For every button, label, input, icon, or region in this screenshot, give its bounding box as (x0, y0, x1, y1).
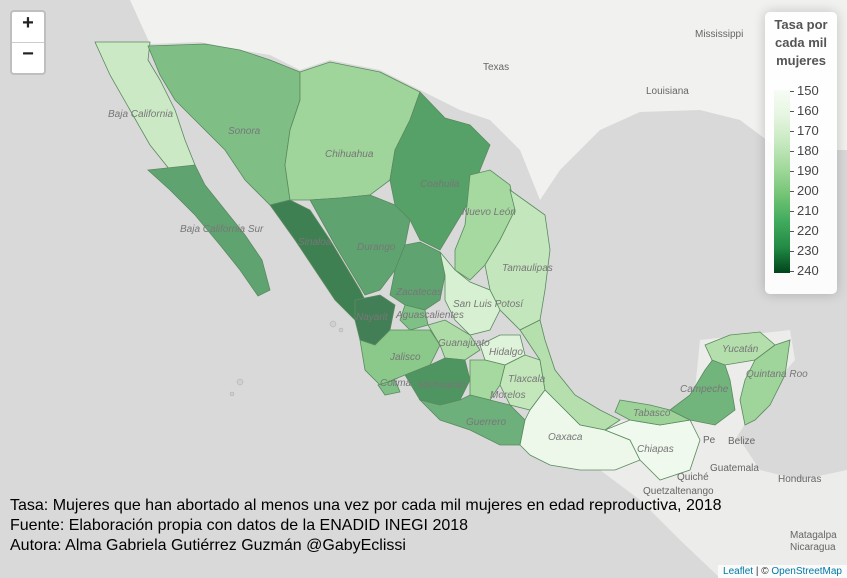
legend-tick-label: 190 (797, 163, 819, 178)
map-label: Pe (703, 435, 716, 446)
map-label: Colima (380, 378, 412, 389)
state-zacatecas[interactable] (389, 241, 446, 311)
legend-title-line: cada mil (774, 35, 828, 50)
legend-title-line: mujeres (776, 53, 826, 68)
state-baja-california[interactable] (94, 41, 196, 171)
legend-tick-label: 200 (797, 183, 819, 198)
map-label: Zacatecas (395, 287, 442, 298)
legend-tick (790, 151, 794, 152)
map-label: Louisiana (646, 86, 689, 97)
map-label: Quetzaltenango (643, 486, 714, 497)
map-label: Belize (728, 436, 756, 447)
legend-tick (790, 131, 794, 132)
map-label: Yucatán (722, 344, 759, 355)
map-label: Morelos (490, 390, 526, 401)
map-label: Quintana Roo (746, 369, 808, 380)
zoom-in-button[interactable]: + (22, 12, 34, 34)
islands (229, 320, 344, 397)
zoom-out-button[interactable]: − (22, 43, 34, 65)
map-labels: Baja California Sonora Chihuahua Coahuil… (108, 29, 837, 553)
legend-tick-label: 240 (797, 263, 819, 278)
state-coahuila[interactable] (389, 91, 491, 251)
state-colima[interactable] (377, 379, 401, 396)
legend-tick (790, 191, 794, 192)
osm-link[interactable]: OpenStreetMap (771, 566, 842, 577)
legend-tick-label: 210 (797, 203, 819, 218)
map-label: Matagalpa (790, 530, 837, 541)
state-aguascalientes[interactable] (399, 304, 429, 331)
legend-tick-label: 180 (797, 143, 819, 158)
map-label: San Luis Potosí (453, 299, 524, 310)
map-label: Sinaloa (298, 237, 332, 248)
map-label: Tlaxcala (508, 374, 546, 385)
legend-tick-label: 230 (797, 243, 819, 258)
state-san-luis-potosi[interactable] (439, 251, 501, 336)
caption-line-source: Fuente: Elaboración propia con datos de … (10, 517, 469, 534)
map-label: Chihuahua (325, 149, 374, 160)
legend-tick (790, 171, 794, 172)
legend-tick (790, 211, 794, 212)
map-label: Texas (483, 62, 509, 73)
map-label: Chiapas (637, 444, 674, 455)
state-campeche[interactable] (669, 349, 736, 426)
attribution-separator: | © (753, 566, 772, 577)
map-label: Nicaragua (790, 542, 836, 553)
state-morelos-mexico[interactable] (469, 359, 506, 401)
map-label: Aguascalientes (395, 310, 464, 321)
legend-tick (790, 91, 794, 92)
map-label: Mississippi (695, 29, 743, 40)
zoom-control: + − (10, 10, 46, 75)
map-label: Campeche (680, 384, 729, 395)
legend-color-ramp (774, 90, 790, 273)
state-quintana-roo[interactable] (739, 339, 791, 426)
legend-title-line: Tasa por (774, 17, 828, 32)
map-label: Honduras (778, 474, 821, 485)
legend-tick (790, 271, 794, 272)
state-guerrero[interactable] (418, 394, 526, 446)
legend-tick (790, 251, 794, 252)
zoom-divider (12, 42, 44, 43)
map-label: Tabasco (633, 408, 671, 419)
map-label: Baja California (108, 109, 173, 120)
legend-tick-label: 150 (797, 83, 819, 98)
map-label: Sonora (228, 126, 261, 137)
caption-line-author: Autora: Alma Gabriela Gutiérrez Guzmán @… (10, 537, 406, 554)
map-label: Michoacán (418, 380, 467, 391)
map-label: Oaxaca (548, 432, 583, 443)
caption-line-rate: Tasa: Mujeres que han abortado al menos … (10, 497, 722, 514)
legend-tick (790, 111, 794, 112)
attribution: Leaflet | © OpenStreetMap (718, 565, 847, 578)
map-label: Guatemala (710, 463, 759, 474)
legend-tick-label: 160 (797, 103, 819, 118)
legend-title: Tasa por cada mil mujeres (765, 16, 837, 70)
mexico-states (94, 41, 791, 481)
state-baja-california-sur[interactable] (147, 164, 271, 297)
usa-land (130, 0, 847, 200)
leaflet-link[interactable]: Leaflet (723, 566, 754, 577)
map-label: Quiché (677, 472, 709, 483)
map-label: Jalisco (389, 352, 421, 363)
legend-panel: Tasa por cada mil mujeres 150 160 170 180 19… (765, 12, 837, 294)
map-label: Tamaulipas (502, 263, 553, 274)
map-label: Coahuila (420, 179, 460, 190)
legend-tick (790, 231, 794, 232)
map-label: Hidalgo (489, 347, 523, 358)
legend-tick-label: 220 (797, 223, 819, 238)
map-label: Baja California Sur (180, 224, 264, 235)
map-label: Guanajuato (438, 338, 490, 349)
caption: Tasa: Mujeres que han abortado al menos … (10, 496, 722, 556)
state-tamaulipas[interactable] (484, 189, 551, 331)
map-label: Nayarit (356, 312, 389, 323)
state-tabasco[interactable] (614, 399, 692, 426)
map-label: Nuevo León (462, 207, 516, 218)
map-label: Guerrero (466, 417, 506, 428)
state-guanajuato[interactable] (427, 319, 481, 361)
map-label: Durango (357, 242, 396, 253)
legend-tick-label: 170 (797, 123, 819, 138)
